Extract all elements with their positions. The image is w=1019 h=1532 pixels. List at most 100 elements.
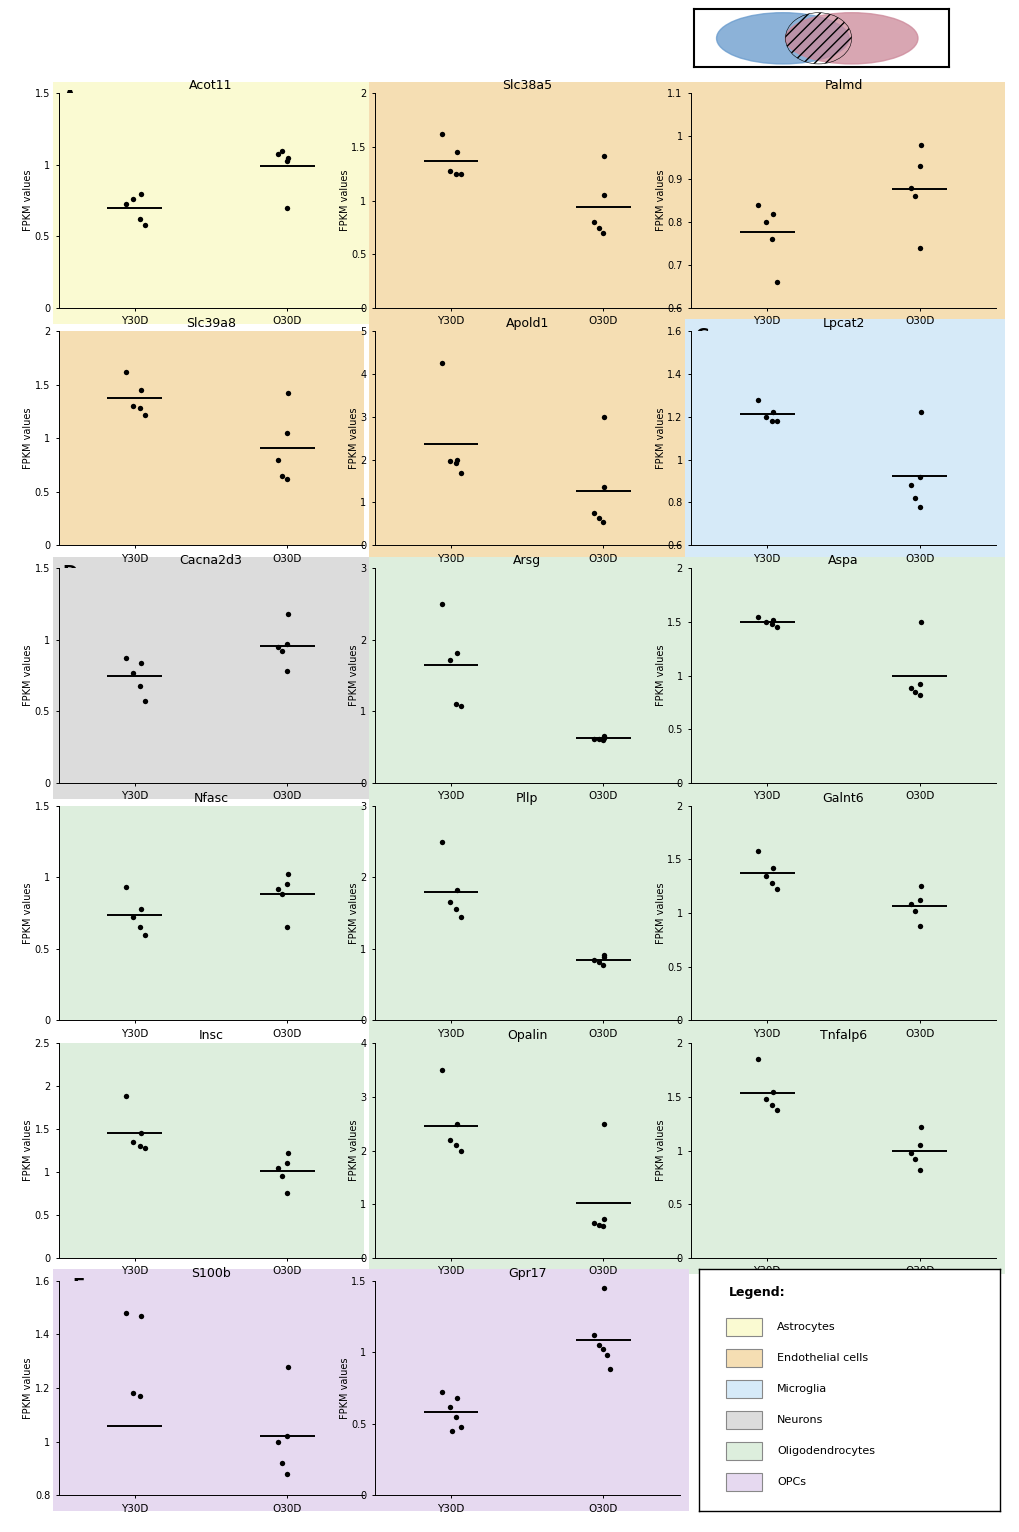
Point (768, 1097, 785, 1121)
Point (590, 726, 606, 751)
Title: Gpr17: Gpr17 (507, 1267, 546, 1279)
Text: Oligodendrocytes: Oligodendrocytes (776, 1446, 874, 1457)
Point (279, 1141, 296, 1166)
Point (117, 1301, 133, 1325)
Point (911, 1134, 927, 1158)
Point (137, 403, 153, 427)
Title: Lpcat2: Lpcat2 (821, 317, 864, 329)
Point (125, 660, 142, 685)
Point (911, 133, 927, 158)
Point (137, 689, 153, 714)
FancyBboxPatch shape (726, 1474, 761, 1491)
Point (768, 878, 785, 902)
Point (911, 673, 927, 697)
Text: A: A (62, 89, 76, 107)
Point (452, 1138, 469, 1163)
Point (125, 1382, 142, 1406)
Text: E: E (388, 579, 400, 596)
Point (279, 421, 296, 446)
Y-axis label: FPKM values: FPKM values (348, 408, 359, 469)
Point (768, 270, 785, 294)
Point (595, 1276, 611, 1301)
Point (279, 631, 296, 656)
Point (595, 475, 611, 499)
Title: Palmd: Palmd (823, 80, 862, 92)
Point (902, 892, 918, 916)
Point (763, 870, 780, 895)
Point (595, 953, 611, 977)
Point (768, 614, 785, 640)
Point (447, 692, 464, 717)
Point (433, 1059, 449, 1083)
Point (125, 394, 142, 418)
Point (763, 611, 780, 636)
Point (763, 409, 780, 434)
Point (902, 676, 918, 700)
Title: Slc39a8: Slc39a8 (185, 317, 235, 329)
Title: Apold1: Apold1 (505, 317, 548, 329)
Title: Aspa: Aspa (827, 555, 858, 567)
Point (433, 351, 449, 375)
Y-axis label: FPKM values: FPKM values (655, 882, 665, 944)
Point (906, 680, 922, 705)
Point (757, 864, 773, 889)
Point (911, 1115, 927, 1140)
Point (279, 381, 296, 406)
Point (595, 728, 611, 752)
Point (125, 905, 142, 930)
Point (452, 162, 469, 187)
Point (117, 360, 133, 385)
Point (601, 1357, 618, 1382)
Text: Microglia: Microglia (776, 1385, 826, 1394)
Point (448, 878, 465, 902)
Point (757, 404, 773, 429)
FancyBboxPatch shape (726, 1350, 761, 1368)
Point (448, 1112, 465, 1137)
Y-axis label: FPKM values: FPKM values (339, 170, 350, 231)
Title: Nfasc: Nfasc (194, 792, 228, 804)
Point (117, 192, 133, 216)
Point (911, 495, 927, 519)
Point (911, 464, 927, 489)
Point (590, 1333, 606, 1357)
Point (125, 1129, 142, 1154)
Point (137, 1135, 153, 1160)
Point (763, 1094, 780, 1118)
Point (586, 947, 602, 971)
Text: Endothelial cells: Endothelial cells (776, 1353, 867, 1363)
Point (749, 1048, 765, 1072)
Point (906, 899, 922, 924)
Point (764, 856, 781, 881)
Point (595, 1207, 611, 1232)
Text: Legend:: Legend: (729, 1287, 785, 1299)
Title: Tnfalp6: Tnfalp6 (819, 1030, 866, 1042)
Point (279, 872, 296, 896)
Point (595, 1112, 611, 1137)
Title: Arsg: Arsg (513, 555, 541, 567)
Point (279, 659, 296, 683)
Text: D: D (62, 564, 77, 582)
Point (911, 913, 927, 938)
Point (433, 829, 449, 853)
Point (274, 1164, 290, 1189)
Point (441, 648, 458, 673)
Point (132, 181, 149, 205)
Point (132, 377, 149, 401)
FancyBboxPatch shape (726, 1380, 761, 1399)
Point (906, 486, 922, 510)
Y-axis label: FPKM values: FPKM values (655, 408, 665, 469)
Title: Opalin: Opalin (506, 1030, 547, 1042)
Point (757, 1086, 773, 1111)
Point (590, 950, 606, 974)
Point (132, 896, 149, 921)
Point (448, 1386, 465, 1411)
Point (906, 1147, 922, 1172)
FancyBboxPatch shape (726, 1442, 761, 1460)
Point (595, 945, 611, 970)
Y-axis label: FPKM values: FPKM values (23, 408, 34, 469)
Point (270, 141, 286, 165)
Point (764, 608, 781, 633)
Point (448, 141, 465, 165)
Point (447, 898, 464, 922)
Point (764, 1079, 781, 1103)
